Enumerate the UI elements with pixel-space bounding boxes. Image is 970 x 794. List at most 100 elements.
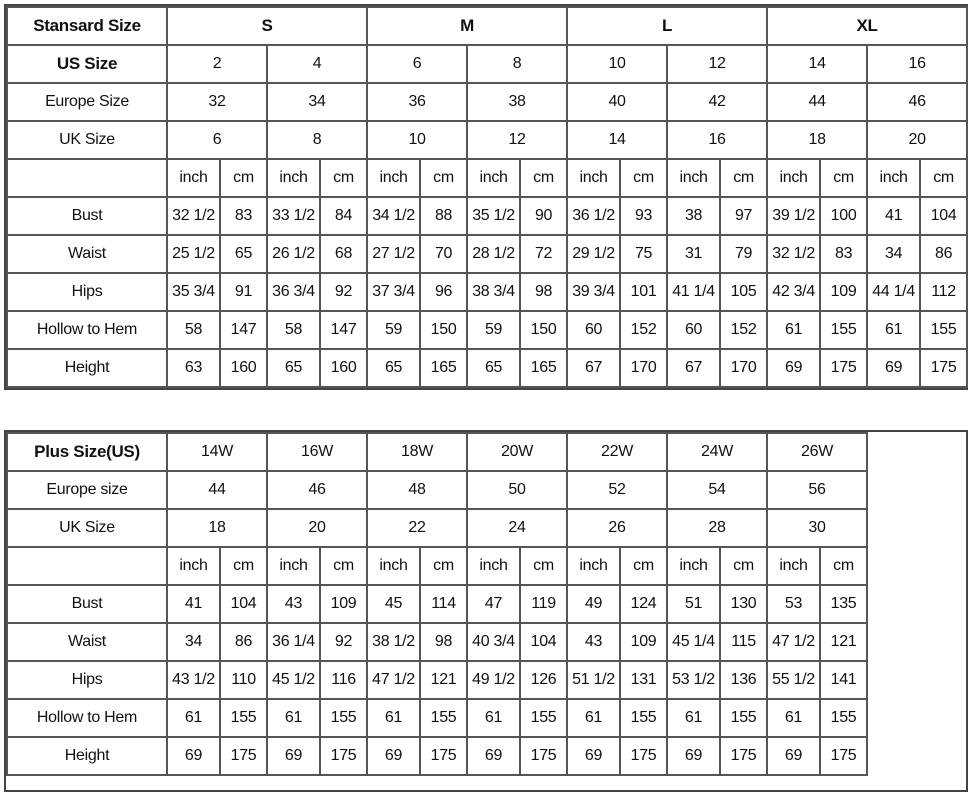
standard-size-table: Stansard Size S M L XL US Size 2 4 6 8 10 12 14 16 Eur… bbox=[6, 6, 969, 388]
uk-size-cell: 30 bbox=[766, 508, 868, 548]
europe-size-cell: 42 bbox=[666, 82, 769, 122]
measurement-value: 97 bbox=[719, 196, 769, 236]
europe-size-cell: 36 bbox=[366, 82, 469, 122]
uk-size-cell: 12 bbox=[466, 120, 569, 160]
measurement-value: 43 bbox=[266, 584, 321, 624]
unit-cm: cm bbox=[719, 158, 769, 198]
measurement-row-hips: Hips 43 1/2 110 45 1/2 116 47 1/2 121 49 1/2 126… bbox=[6, 660, 868, 700]
us-size-row: Plus Size(US) 14W 16W 18W 20W 22W 24W 26W bbox=[6, 432, 868, 472]
unit-cm: cm bbox=[419, 546, 468, 586]
measurement-value: 43 bbox=[566, 622, 621, 662]
measurement-value: 34 bbox=[866, 234, 922, 274]
measurement-value: 59 bbox=[366, 310, 422, 350]
us-size-cell: 14W bbox=[166, 432, 268, 472]
measurement-value: 121 bbox=[419, 660, 468, 700]
measurement-value: 91 bbox=[219, 272, 268, 312]
measurement-value: 35 1/2 bbox=[466, 196, 522, 236]
uk-size-cell: 8 bbox=[265, 120, 369, 160]
header-label: Plus Size(US) bbox=[6, 432, 168, 472]
us-size-cell: 4 bbox=[265, 44, 369, 84]
measurement-value: 38 bbox=[666, 196, 722, 236]
measurement-row-bust: Bust 41 104 43 109 45 114 47 119 49 124 51 130 53 135 bbox=[6, 584, 868, 624]
unit-inch: inch bbox=[266, 158, 321, 198]
measurement-value: 170 bbox=[719, 348, 769, 388]
unit-inch: inch bbox=[466, 546, 521, 586]
measurement-value: 75 bbox=[619, 234, 669, 274]
measurement-value: 26 1/2 bbox=[266, 234, 321, 274]
measurement-value: 40 3/4 bbox=[466, 622, 521, 662]
unit-inch: inch bbox=[866, 158, 922, 198]
measurement-value: 69 bbox=[166, 736, 221, 776]
measurement-value: 175 bbox=[519, 736, 568, 776]
measurement-value: 150 bbox=[519, 310, 569, 350]
unit-inch: inch bbox=[366, 546, 421, 586]
us-size-cell: 16W bbox=[266, 432, 368, 472]
empty-cell bbox=[6, 158, 168, 198]
measurement-value: 130 bbox=[719, 584, 768, 624]
europe-size-cell: 56 bbox=[766, 470, 868, 510]
measurement-value: 150 bbox=[419, 310, 469, 350]
measurement-value: 155 bbox=[819, 698, 868, 738]
uk-size-cell: 28 bbox=[666, 508, 768, 548]
size-group-xl: XL bbox=[766, 6, 969, 46]
measurement-value: 175 bbox=[319, 736, 368, 776]
unit-inch: inch bbox=[666, 158, 722, 198]
measurement-value: 35 3/4 bbox=[166, 272, 221, 312]
measurement-value: 155 bbox=[919, 310, 969, 350]
measurement-value: 90 bbox=[519, 196, 569, 236]
measurement-value: 175 bbox=[619, 736, 668, 776]
measurement-row-hips: Hips 35 3/4 91 36 3/4 92 37 3/4 96 38 3/4 98 39 3… bbox=[6, 272, 969, 312]
us-size-cell: 10 bbox=[566, 44, 669, 84]
measurement-value: 61 bbox=[566, 698, 621, 738]
measurement-value: 34 bbox=[166, 622, 221, 662]
measurement-value: 45 1/4 bbox=[666, 622, 721, 662]
uk-size-cell: 22 bbox=[366, 508, 468, 548]
measurement-value: 61 bbox=[866, 310, 922, 350]
measurement-value: 121 bbox=[819, 622, 868, 662]
measurement-value: 147 bbox=[219, 310, 268, 350]
measurement-value: 34 1/2 bbox=[366, 196, 422, 236]
measurement-value: 147 bbox=[318, 310, 369, 350]
unit-cm: cm bbox=[419, 158, 469, 198]
measurement-value: 115 bbox=[719, 622, 768, 662]
measurement-value: 69 bbox=[766, 348, 822, 388]
measurement-value: 36 3/4 bbox=[266, 272, 321, 312]
measurement-value: 170 bbox=[619, 348, 669, 388]
measurement-value: 109 bbox=[319, 584, 368, 624]
measurement-row-hollow-to-hem: Hollow to Hem 61 155 61 155 61 155 61 155 61 155 61… bbox=[6, 698, 868, 738]
size-group-m: M bbox=[366, 6, 569, 46]
measurement-row-bust: Bust 32 1/2 83 33 1/2 84 34 1/2 88 35 1/2 90 36 1… bbox=[6, 196, 969, 236]
measurement-label: Hollow to Hem bbox=[6, 310, 168, 350]
measurement-value: 175 bbox=[219, 736, 268, 776]
measurement-value: 69 bbox=[266, 736, 321, 776]
measurement-value: 152 bbox=[719, 310, 769, 350]
measurement-value: 51 1/2 bbox=[566, 660, 621, 700]
measurement-value: 96 bbox=[419, 272, 469, 312]
measurement-value: 112 bbox=[919, 272, 969, 312]
uk-size-label: UK Size bbox=[6, 508, 168, 548]
measurement-value: 100 bbox=[819, 196, 869, 236]
europe-size-label: Europe size bbox=[6, 470, 168, 510]
measurement-value: 135 bbox=[819, 584, 868, 624]
measurement-value: 65 bbox=[266, 348, 321, 388]
measurement-value: 114 bbox=[419, 584, 468, 624]
measurement-value: 41 bbox=[866, 196, 922, 236]
measurement-label: Bust bbox=[6, 584, 168, 624]
measurement-value: 61 bbox=[166, 698, 221, 738]
europe-size-row: Europe Size 32 34 36 38 40 42 44 46 bbox=[6, 82, 969, 122]
measurement-value: 32 1/2 bbox=[166, 196, 221, 236]
standard-size-chart: Stansard Size S M L XL US Size 2 4 6 8 10 12 14 16 Eur… bbox=[4, 4, 969, 390]
measurement-value: 58 bbox=[266, 310, 321, 350]
unit-inch: inch bbox=[566, 546, 621, 586]
measurement-value: 69 bbox=[866, 348, 922, 388]
measurement-value: 38 1/2 bbox=[366, 622, 421, 662]
measurement-value: 39 3/4 bbox=[566, 272, 622, 312]
measurement-value: 88 bbox=[419, 196, 469, 236]
measurement-value: 68 bbox=[318, 234, 369, 274]
europe-size-cell: 46 bbox=[866, 82, 969, 122]
measurement-value: 61 bbox=[766, 310, 822, 350]
europe-size-cell: 44 bbox=[166, 470, 268, 510]
measurement-value: 101 bbox=[619, 272, 669, 312]
unit-cm: cm bbox=[919, 158, 969, 198]
measurement-value: 165 bbox=[519, 348, 569, 388]
